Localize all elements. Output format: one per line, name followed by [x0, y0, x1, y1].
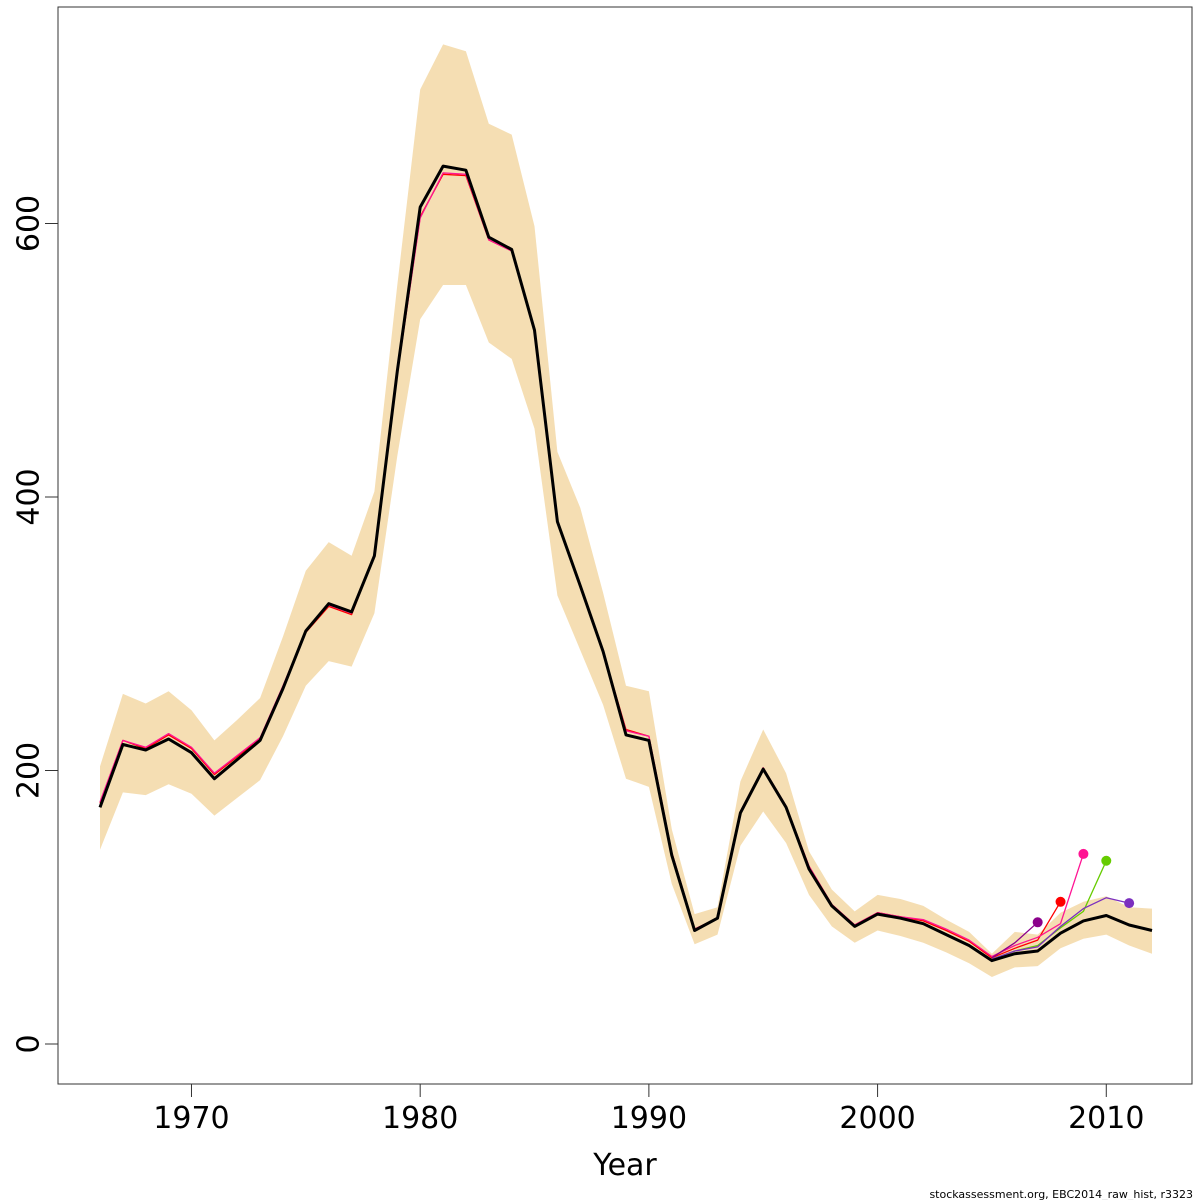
terminal-point [1055, 896, 1066, 907]
series-layer [98, 164, 1153, 963]
series-line-main [98, 164, 1153, 963]
terminal-point [1078, 848, 1089, 859]
plot-frame [57, 6, 1193, 1085]
y-tick-label: 0 [12, 1034, 47, 1053]
terminal-point [1124, 898, 1135, 909]
y-axis: 0 200 400 600 [12, 195, 59, 1054]
x-axis-title: Year [592, 1148, 657, 1183]
footer-note: stockassessment.org, EBC2014_raw_hist, r… [929, 1188, 1193, 1200]
x-tick-label: 1990 [611, 1101, 687, 1136]
confidence-band-layer [100, 44, 1152, 977]
x-axis: 1970 1980 1990 2000 2010 [153, 1083, 1144, 1136]
confidence-band [100, 44, 1152, 977]
y-tick-label: 200 [12, 742, 47, 799]
series-line-retro [991, 921, 1039, 959]
terminal-point [1032, 917, 1043, 928]
y-tick-label: 600 [12, 195, 47, 252]
series-line-retro [991, 897, 1130, 960]
x-tick-label: 2010 [1068, 1101, 1144, 1136]
x-tick-label: 1980 [382, 1101, 458, 1136]
x-tick-label: 2000 [839, 1101, 915, 1136]
y-tick-label: 400 [12, 468, 47, 525]
terminal-points-layer [1032, 848, 1135, 928]
x-tick-label: 1970 [153, 1101, 229, 1136]
terminal-point [1101, 855, 1112, 866]
